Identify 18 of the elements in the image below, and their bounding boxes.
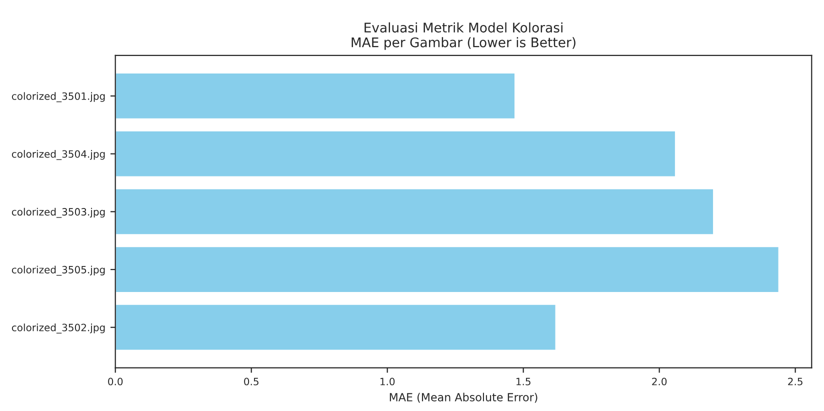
- x-tick-label: 0.0: [108, 378, 123, 386]
- x-tick-label: 2.5: [788, 378, 802, 386]
- y-tick-label: colorized_3505.jpg: [12, 266, 105, 276]
- y-tick-label: colorized_3502.jpg: [12, 324, 105, 334]
- bar: [115, 188, 714, 236]
- y-tick-label: colorized_3501.jpg: [12, 92, 105, 102]
- chart-title: Evaluasi Metrik Model Kolorasi MAE per Gambar (Lower is Better): [352, 22, 576, 50]
- x-tick-label: 1.5: [516, 378, 530, 386]
- x-tick-label: 2.0: [652, 378, 667, 386]
- y-tick-label: colorized_3503.jpg: [12, 208, 105, 218]
- y-tick-label: colorized_3504.jpg: [12, 150, 105, 160]
- x-axis-title: MAE (Mean Absolute Error): [390, 392, 538, 403]
- bar: [115, 304, 557, 352]
- x-tick-label: 1.0: [380, 378, 395, 386]
- bar: [115, 246, 780, 294]
- bar: [115, 130, 676, 178]
- bar: [115, 72, 516, 120]
- x-tick-label: 0.5: [244, 378, 258, 386]
